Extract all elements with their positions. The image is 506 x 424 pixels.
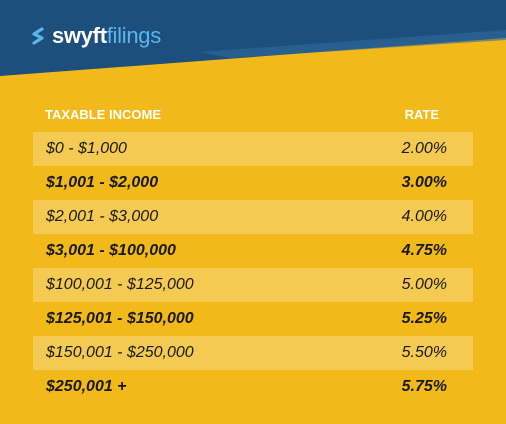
table-row: $3,001 - $100,000 4.75% [33, 234, 473, 268]
rate-cell: 3.00% [401, 174, 447, 191]
tax-rate-table: TAXABLE INCOME RATE $0 - $1,000 2.00% $1… [33, 98, 473, 395]
brand-logo[interactable]: swyft filings [30, 23, 161, 49]
income-cell: $1,001 - $2,000 [46, 174, 159, 191]
brand-name-part1: swyft [52, 23, 107, 48]
table-row: $100,001 - $125,000 5.00% [33, 268, 473, 302]
rate-cell: 5.50% [401, 344, 447, 361]
income-cell: $3,001 - $100,000 [46, 242, 176, 259]
income-cell: $125,001 - $150,000 [46, 310, 194, 327]
income-cell: $250,001 + [46, 378, 127, 395]
income-cell: $100,001 - $125,000 [46, 276, 194, 293]
table-row: $0 - $1,000 2.00% [33, 132, 473, 166]
table-row: $125,001 - $150,000 5.25% [33, 302, 473, 336]
income-cell: $2,001 - $3,000 [46, 208, 159, 225]
rate-cell: 4.75% [401, 242, 447, 259]
s-chevron-icon [32, 27, 44, 45]
table-header: TAXABLE INCOME RATE [33, 98, 473, 130]
table-body: $0 - $1,000 2.00% $1,001 - $2,000 3.00% … [33, 132, 473, 404]
table-row: $250,001 + 5.75% [33, 370, 473, 404]
header-rate: RATE [404, 106, 439, 122]
header-banner: swyft filings [0, 0, 506, 82]
income-cell: $0 - $1,000 [46, 140, 127, 157]
brand-name-part2: filings [106, 23, 161, 48]
rate-cell: 5.25% [401, 310, 447, 327]
table-row: $2,001 - $3,000 4.00% [33, 200, 473, 234]
rate-cell: 4.00% [401, 208, 447, 225]
header-background [0, 0, 506, 76]
rate-cell: 2.00% [401, 140, 447, 157]
rate-cell: 5.75% [401, 378, 447, 395]
table-row: $1,001 - $2,000 3.00% [33, 166, 473, 200]
table-row: $150,001 - $250,000 5.50% [33, 336, 473, 370]
header-taxable-income: TAXABLE INCOME [45, 106, 162, 122]
rate-cell: 5.00% [401, 276, 447, 293]
income-cell: $150,001 - $250,000 [46, 344, 194, 361]
